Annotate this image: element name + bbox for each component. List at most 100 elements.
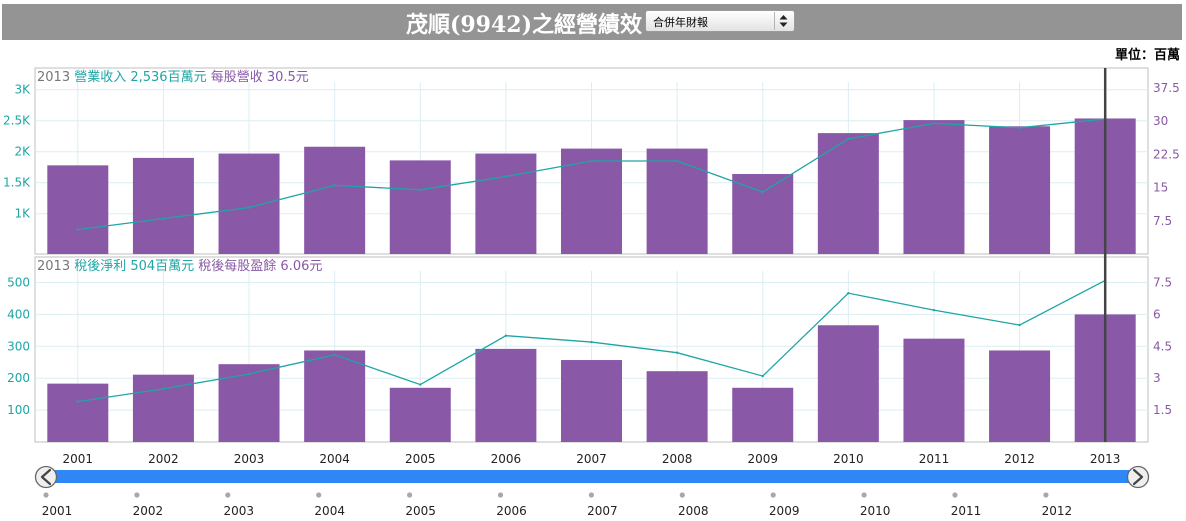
chart-panel-revenue: 1K 1.5K 2K 2.5K 3K 7.5 15 22.5 30 37.5 2013 營業收入 2… (3, 67, 1180, 255)
navigator-year-dot[interactable] (316, 492, 322, 498)
navigator-year-dot[interactable] (679, 492, 685, 498)
line-point-2001[interactable] (76, 400, 80, 403)
navigator-right-handle[interactable] (1126, 465, 1150, 489)
x-axis-tick-label: 2005 (405, 452, 436, 466)
navigator-year-label[interactable]: 2008 (678, 504, 709, 518)
bar-2001[interactable] (47, 165, 109, 254)
x-axis-tick-label: 2003 (234, 452, 265, 466)
line-point-2005[interactable] (419, 188, 422, 191)
right-axis-tick-label: 37.5 (1153, 81, 1180, 95)
line-point-2003[interactable] (247, 206, 251, 209)
navigator-year-label[interactable]: 2010 (860, 504, 891, 518)
line-point-2004[interactable] (333, 184, 336, 187)
bar-2010[interactable] (817, 133, 879, 254)
left-axis-tick-label: 300 (7, 339, 30, 353)
report-type-select[interactable]: 合併年財報 (645, 10, 795, 32)
navigator-year-label[interactable]: 2012 (1042, 504, 1073, 518)
navigator-year-dot[interactable] (952, 492, 958, 498)
x-axis-tick-label: 2006 (491, 452, 522, 466)
navigator-year-dot[interactable] (861, 492, 867, 498)
bar-2007[interactable] (561, 148, 622, 254)
left-arrow-icon (40, 468, 52, 486)
line-point-2002[interactable] (162, 387, 165, 391)
line-point-2008[interactable] (675, 159, 679, 163)
bar-2011[interactable] (903, 338, 965, 442)
left-axis-tick-label: 400 (7, 307, 30, 321)
line-point-2010[interactable] (847, 291, 850, 295)
bar-2012[interactable] (989, 350, 1051, 442)
line-point-2006[interactable] (504, 334, 508, 337)
line-point-2012[interactable] (1018, 126, 1021, 129)
bar-2006[interactable] (475, 153, 537, 254)
line-point-2003[interactable] (247, 372, 251, 376)
navigator-left-handle[interactable] (34, 465, 58, 489)
x-axis-tick-label: 2012 (1004, 452, 1035, 466)
bar-2007[interactable] (561, 360, 622, 442)
line-point-2007[interactable] (590, 159, 593, 163)
page-title: 茂順(9942)之經營績效 (405, 12, 642, 38)
bar-2006[interactable] (475, 348, 537, 442)
line-point-2011[interactable] (932, 122, 936, 125)
line-point-2002[interactable] (162, 217, 165, 220)
line-point-2005[interactable] (419, 383, 422, 386)
navigator-year-dot[interactable] (1043, 492, 1049, 498)
bar-2011[interactable] (903, 120, 965, 254)
bar-2004[interactable] (304, 146, 366, 254)
left-axis-tick-label: 200 (7, 371, 30, 385)
navigator-year-dot[interactable] (43, 492, 49, 498)
navigator-year-dot[interactable] (225, 492, 231, 498)
navigator-year-label[interactable]: 2005 (405, 504, 436, 518)
line-point-2001[interactable] (76, 228, 80, 231)
navigator-year-label[interactable]: 2011 (951, 504, 982, 518)
line-point-2006[interactable] (504, 175, 508, 178)
x-axis-tick-label: 2009 (747, 452, 778, 466)
bar-2004[interactable] (304, 350, 366, 442)
line-point-2009[interactable] (761, 374, 764, 378)
year-navigator[interactable]: 2001 2002 2003 2004 2005 2006 2007 2008 2009 2010… (34, 465, 1150, 519)
x-axis-tick-label: 2013 (1090, 452, 1121, 466)
navigator-year-dot[interactable] (588, 492, 595, 498)
left-axis-tick-label: 100 (7, 403, 30, 417)
bar-2005[interactable] (389, 387, 451, 442)
navigator-year-label[interactable]: 2009 (769, 504, 800, 518)
right-axis-tick-label: 7.5 (1153, 214, 1172, 228)
bar-2008[interactable] (646, 148, 708, 254)
bar-2002[interactable] (132, 157, 194, 254)
right-axis-tick-label: 22.5 (1153, 147, 1180, 161)
bar-2010[interactable] (817, 325, 879, 442)
info-metric: 營業收入 2,536百萬元 (70, 69, 206, 85)
bar-2001[interactable] (47, 383, 109, 442)
navigator-year-label[interactable]: 2001 (42, 504, 73, 518)
line-point-2008[interactable] (675, 351, 679, 354)
navigator-year-dot[interactable] (407, 492, 413, 498)
right-axis-tick-label: 15 (1153, 181, 1168, 195)
line-point-2010[interactable] (847, 137, 850, 141)
navigator-year-dot[interactable] (134, 492, 140, 498)
navigator-year-label[interactable]: 2007 (587, 504, 618, 518)
navigator-year-label[interactable]: 2002 (133, 504, 164, 518)
navigator-year-dot[interactable] (497, 492, 504, 498)
x-axis-tick-label: 2008 (662, 452, 693, 466)
line-point-2012[interactable] (1018, 323, 1021, 327)
line-point-2004[interactable] (333, 353, 336, 357)
navigator-year-label[interactable]: 2003 (224, 504, 255, 518)
bar-2009[interactable] (732, 387, 794, 442)
right-axis-tick-label: 3 (1153, 371, 1161, 385)
navigator-year-label[interactable]: 2006 (496, 504, 527, 518)
unit-label: 單位：百萬 (1114, 48, 1180, 63)
navigator-year-label[interactable]: 2004 (314, 504, 345, 518)
left-axis-tick-label: 1.5K (3, 176, 31, 190)
bar-2005[interactable] (389, 160, 451, 254)
navigator-year-dot[interactable] (770, 492, 776, 498)
right-axis-tick-label: 4.5 (1153, 339, 1172, 353)
bar-2003[interactable] (218, 364, 280, 442)
line-point-2009[interactable] (761, 190, 764, 194)
left-axis-tick-label: 500 (7, 276, 30, 290)
bar-2003[interactable] (218, 153, 280, 254)
bar-2008[interactable] (646, 371, 708, 442)
bar-2009[interactable] (732, 174, 794, 254)
line-point-2007[interactable] (590, 340, 593, 344)
bar-2012[interactable] (989, 126, 1051, 254)
line-point-2011[interactable] (932, 308, 936, 312)
navigator-range-bar[interactable] (48, 470, 1138, 483)
